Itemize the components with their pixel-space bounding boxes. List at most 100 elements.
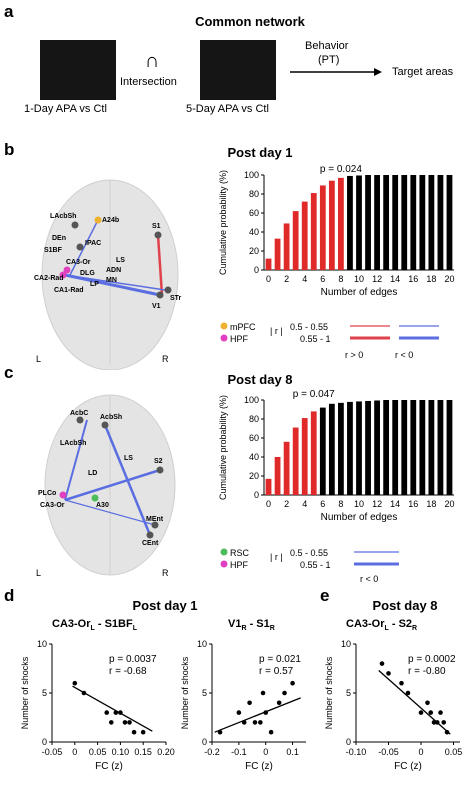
chart-b-bar [374, 175, 380, 270]
brain-b-node-label: CA1-Rad [54, 287, 84, 294]
legend-b-r: | r | [270, 326, 283, 336]
node-b-S1 [154, 231, 162, 239]
scatter-d1-point [108, 720, 114, 725]
scatter-d2-xtick-label: -0.1 [231, 747, 247, 757]
scatter-d1-point [122, 720, 128, 725]
chart-c-xtick-label: 2 [284, 499, 289, 509]
scatter-d2-r-value: r = 0.57 [259, 666, 294, 677]
scatter-d1-point [140, 729, 146, 735]
legend-c-neg: r < 0 [360, 574, 379, 584]
chart-b-xtick-label: 20 [444, 274, 454, 284]
scatter-e-xtick-label: 0.05 [445, 747, 463, 757]
legend-b-neg: r < 0 [395, 350, 414, 360]
scatter-d2-point [290, 680, 295, 686]
brain-b-node-label: S1BF [44, 247, 63, 254]
panel-c-letter: c [4, 363, 14, 382]
chart-c-xtick-label: 16 [408, 499, 418, 509]
scatter-d1-point [104, 710, 110, 715]
chart-c-bar [374, 400, 380, 495]
scatter-e-point [386, 671, 391, 676]
chart-b-bar [319, 185, 326, 270]
scatter-d2-xtick-label: -0.2 [204, 747, 220, 757]
scatter-d2-ytick-label: 0 [202, 737, 207, 747]
panel-b-title: Post day 1 [227, 145, 293, 160]
chart-c-bar [328, 403, 335, 495]
brain-b-node-label: CA3-Or [66, 259, 91, 266]
node-c-PLCo [59, 491, 67, 499]
chart-b-xtick-label: 6 [320, 274, 325, 284]
intersection-symbol: ∩ [145, 50, 160, 72]
node-b-V1 [156, 291, 164, 299]
brain-c-node-label: MEnt [146, 516, 164, 523]
scatter-d2-point [258, 720, 263, 725]
legend-c-range2: 0.55 - 1 [300, 560, 331, 570]
arrow-to-target [290, 68, 382, 76]
brain-diagram-b: LAcbSh A24b S1 DEn IPAC LS S1BF ADN CA3-Or DLG MN C… [34, 179, 182, 370]
scatter-d1-xtick-label: -0.05 [42, 747, 63, 757]
legend-c-rsc: RSC [230, 548, 250, 558]
scatter-d2-fit-line [214, 697, 301, 733]
node-b-CA2-Rad [59, 271, 67, 279]
chart-b-ylabel: Cumulative probability (%) [218, 170, 228, 275]
chart-b-bar [347, 175, 353, 270]
chart-b-bar [301, 201, 308, 270]
scatter-e-point [441, 720, 447, 725]
chart-c-ytick-label: 0 [254, 490, 259, 500]
scatter-d1-xtick-label: 0.20 [157, 747, 175, 757]
scatter-e-title: CA3-OrL - S2R [346, 618, 418, 633]
chart-b-ytick-label: 40 [249, 227, 259, 237]
brain-c-node-label: AcbC [70, 410, 88, 417]
brain-b-node-label: STr [170, 295, 182, 302]
chart-c-xtick-label: 14 [390, 499, 400, 509]
chart-b-bar [274, 238, 281, 270]
chart-b-bar [283, 223, 290, 270]
behavior-label: Behavior [305, 40, 349, 52]
chart-b-bar [338, 177, 344, 270]
chart-c-bar [446, 400, 453, 495]
edge-b-4 [64, 274, 166, 291]
matrix-5-day-label: 5-Day APA vs Ctl [186, 103, 269, 115]
scatter-d1-p-value: p = 0.0037 [109, 654, 157, 665]
chart-b-xtick-label: 8 [338, 274, 343, 284]
cumulative-chart-c: 0 20 40 60 80 100 0 2 4 6 8 10 12 14 16 18 20 Number of e… [218, 389, 454, 523]
chart-c-ytick-label: 100 [244, 395, 259, 405]
chart-c-bar [274, 457, 281, 495]
scatter-e-point [418, 710, 424, 715]
scatter-d2-point [276, 700, 282, 706]
legend-b-hpf: HPF [230, 334, 248, 344]
legend-b-range1: 0.5 - 0.55 [290, 322, 329, 332]
chart-c-bar [319, 407, 326, 495]
behavior-sub: (PT) [318, 54, 340, 66]
scatter-e-xtick-label: -0.10 [346, 747, 367, 757]
edge-c-4 [103, 424, 152, 536]
cumulative-chart-b: 0 20 40 60 80 100 0 2 4 6 8 10 12 14 16 18 20 Number of e… [218, 164, 454, 298]
node-b-LAcbSh [71, 221, 79, 229]
node-c-MEnt [151, 521, 159, 529]
node-b-A24b [94, 216, 102, 224]
scatter-e-p-value: p = 0.0002 [408, 654, 456, 665]
chart-b-ytick-label: 80 [249, 189, 259, 199]
chart-c-bar [365, 400, 371, 495]
chart-b-annotation: p = 0.024 [320, 164, 362, 175]
node-b-IPAC [76, 243, 84, 251]
panel-d-letter: d [4, 586, 15, 605]
brain-diagram-c: AcbC AcbSh LAcbSh LS S2 LD PLCo CA3-Or A30 MEnt CE… [38, 394, 176, 576]
scatter-e-point [405, 690, 411, 696]
chart-b-bar [328, 180, 335, 270]
chart-c-bar [292, 427, 299, 495]
legend-b-range2: 0.55 - 1 [300, 334, 331, 344]
chart-c-bar [356, 401, 362, 495]
chart-b-ytick-label: 100 [244, 170, 259, 180]
legend-c-lines [220, 548, 399, 568]
chart-b-bar [410, 175, 417, 270]
chart-c-xtick-label: 0 [266, 499, 271, 509]
chart-c-bar [410, 400, 417, 495]
scatter-e-point [438, 710, 443, 715]
chart-c-ytick-label: 80 [249, 414, 259, 424]
brain-b-node-label: A24b [102, 217, 119, 224]
scatter-d2-xtick-label: 0.1 [286, 747, 299, 757]
scatter-e-point [399, 680, 404, 686]
chart-c-annotation: p = 0.047 [293, 389, 335, 400]
brain-b-label-R: R [162, 354, 169, 364]
